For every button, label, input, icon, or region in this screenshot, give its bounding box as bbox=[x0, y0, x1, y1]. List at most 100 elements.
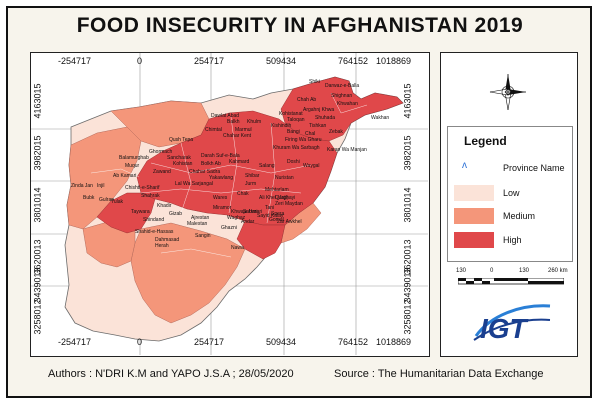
province-label: Kishindih bbox=[271, 123, 292, 129]
province-label: Gulran bbox=[99, 197, 114, 203]
province-label: Shahid-e-Hassas bbox=[135, 229, 174, 235]
igt-logo-icon: IGT bbox=[473, 304, 551, 344]
province-label: Kahmard bbox=[229, 159, 250, 165]
province-label: Zinda Jan bbox=[71, 183, 93, 189]
province-label: Dahmasad bbox=[155, 237, 179, 243]
x-tick-top: 1018869 bbox=[376, 56, 412, 66]
province-label: Balkh bbox=[227, 119, 240, 125]
y-tick-right: 3982015 bbox=[402, 135, 413, 171]
province-label: Chah Ab bbox=[297, 97, 316, 103]
legend-swatch-high bbox=[454, 232, 494, 248]
province-label: Shindand bbox=[143, 217, 164, 223]
province-label: Khwaja Umari bbox=[231, 209, 262, 215]
province-label: Sangin bbox=[195, 233, 211, 239]
province-label: Taloqan bbox=[287, 117, 305, 123]
province-label: Chahar Kent bbox=[223, 133, 252, 139]
province-label: Wares bbox=[213, 195, 228, 201]
province-label: Nawa bbox=[231, 245, 244, 251]
province-label: Chishti-e-Sharif bbox=[125, 185, 160, 191]
x-tick-bottom: 254717 bbox=[194, 337, 225, 347]
province-label: Ghazni bbox=[221, 225, 237, 231]
province-label: Balamurghab bbox=[119, 155, 149, 161]
province-label: Shighnan bbox=[331, 93, 352, 99]
y-tick-right: 3258012 bbox=[402, 299, 413, 335]
province-label: Karan Wa Manjan bbox=[327, 147, 367, 153]
legend-swatch-medium bbox=[454, 208, 494, 224]
province-label: Firing Wa Gharu bbox=[285, 137, 322, 143]
province-label: Kohistanat bbox=[279, 111, 303, 117]
province-name-marker-icon: ʌ bbox=[462, 160, 467, 171]
province-label: Yakawlang bbox=[209, 175, 233, 181]
province-label: Ali Khel (Jaji) bbox=[259, 195, 289, 201]
region-high-west bbox=[96, 192, 156, 234]
province-label: Darwaz-e-Balla bbox=[325, 83, 359, 89]
province-label: Zawand bbox=[153, 169, 171, 175]
province-label: Qarghayi bbox=[275, 195, 295, 201]
province-label: Zebak bbox=[329, 129, 343, 135]
province-label: Sabari bbox=[243, 209, 257, 215]
region-medium-south bbox=[130, 222, 246, 324]
province-label: Bolkh Ab bbox=[201, 161, 221, 167]
province-label: Zar Awkhel bbox=[277, 219, 302, 225]
province-label: Lal Wa Sarjangal bbox=[175, 181, 213, 187]
x-tick-bottom: 764152 bbox=[338, 337, 369, 347]
x-tick-bottom: 509434 bbox=[266, 337, 297, 347]
y-tick-left: 3258012 bbox=[32, 299, 43, 335]
x-tick-top: -254717 bbox=[58, 56, 92, 66]
province-label: Waghaz bbox=[227, 215, 246, 221]
province-label: Ajrestan bbox=[191, 215, 210, 221]
scale-label: 0 bbox=[490, 268, 494, 274]
province-label: Mehtarlam bbox=[265, 187, 289, 193]
province-label: Khuram Wa Sarbagh bbox=[273, 145, 320, 151]
district-boundaries bbox=[90, 92, 368, 258]
province-label: Khwahan bbox=[337, 101, 358, 107]
y-tick-right: 4163015 bbox=[402, 83, 413, 119]
scale-bar bbox=[458, 278, 564, 285]
province-label: Sayid Kalay bbox=[257, 213, 284, 219]
province-label: Argahnj Khwa bbox=[303, 107, 334, 113]
province-label: Khadir bbox=[157, 203, 172, 209]
scale-label: 130 bbox=[519, 268, 530, 274]
province-label: Spera bbox=[271, 211, 285, 217]
province-label: Shiki bbox=[309, 79, 320, 85]
province-label: Kohistan bbox=[173, 161, 193, 167]
legend-label-medium: Medium bbox=[503, 211, 536, 221]
legend-swatch-low bbox=[454, 185, 494, 201]
province-label: Jurm bbox=[245, 181, 256, 187]
province-label: Andar bbox=[241, 219, 255, 225]
province-label: Wakhan bbox=[371, 115, 389, 121]
x-tick-top: 0 bbox=[137, 56, 143, 66]
province-label: Sancharak bbox=[167, 155, 191, 161]
province-label: Dawlat Abad bbox=[211, 113, 239, 119]
province-label: Tani bbox=[265, 205, 274, 211]
map-panel: Darwaz-e-Balla Shiki Shighnan Khwahan Ch… bbox=[30, 52, 430, 357]
x-tick-bottom: -254717 bbox=[58, 337, 92, 347]
province-label: Taywara bbox=[131, 209, 150, 215]
province-label: Darah Suf-e-Bala bbox=[201, 153, 240, 159]
scale-label: 130 bbox=[456, 268, 467, 274]
y-tick-right: 3439013 bbox=[402, 267, 413, 303]
province-label: Salang bbox=[259, 163, 275, 169]
svg-text:IGT: IGT bbox=[480, 313, 530, 344]
province-label: Qush Tepa bbox=[169, 137, 193, 143]
x-tick-top: 254717 bbox=[194, 56, 225, 66]
province-label: Tishkan bbox=[309, 123, 327, 129]
legend-title: Legend bbox=[464, 134, 507, 148]
footer-source: Source : The Humanitarian Data Exchange bbox=[334, 368, 544, 380]
x-tick-top: 509434 bbox=[266, 56, 297, 66]
legend-label-high: High bbox=[503, 235, 522, 245]
x-tick-bottom: 1018869 bbox=[376, 337, 412, 347]
y-tick-left: 3801014 bbox=[32, 187, 43, 223]
afghanistan-map: Darwaz-e-Balla Shiki Shighnan Khwahan Ch… bbox=[31, 53, 428, 355]
province-label: Bubk bbox=[83, 195, 95, 201]
province-label: Chahar Sadra bbox=[189, 169, 220, 175]
province-label: Ghormach bbox=[149, 149, 173, 155]
x-tick-top: 764152 bbox=[338, 56, 369, 66]
province-label: Malestan bbox=[187, 221, 208, 227]
province-label: Zeri Maydan bbox=[275, 201, 303, 207]
region-high-southeast bbox=[236, 220, 286, 260]
province-label: Nuristan bbox=[275, 175, 294, 181]
province-label: Gizab bbox=[169, 211, 182, 217]
province-label: Tulak bbox=[111, 199, 124, 205]
province-label: Ab Kamari bbox=[113, 173, 136, 179]
